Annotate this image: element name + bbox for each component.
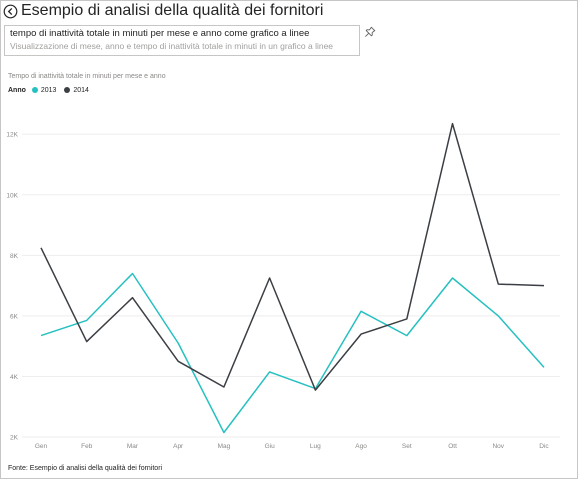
back-arrow-icon[interactable] bbox=[3, 4, 18, 19]
data-point-2014[interactable] bbox=[542, 283, 546, 287]
data-point-2014[interactable] bbox=[405, 317, 409, 321]
data-point-2014[interactable] bbox=[85, 339, 89, 343]
data-point-2014[interactable] bbox=[130, 296, 134, 300]
data-point-2014[interactable] bbox=[39, 246, 43, 250]
y-tick-label: 2K bbox=[10, 435, 19, 442]
qa-input-box[interactable]: tempo di inattività totale in minuti per… bbox=[4, 25, 360, 56]
qa-query-text[interactable]: tempo di inattività totale in minuti per… bbox=[10, 28, 310, 39]
legend-label-2013: 2013 bbox=[40, 87, 57, 94]
x-tick-label: Nov bbox=[492, 443, 504, 450]
data-point-2013[interactable] bbox=[39, 333, 43, 337]
data-point-2013[interactable] bbox=[496, 314, 500, 318]
data-point-2014[interactable] bbox=[359, 332, 363, 336]
x-tick-label: Lug bbox=[310, 443, 321, 450]
data-point-2013[interactable] bbox=[405, 333, 409, 337]
series-line-2014[interactable] bbox=[40, 122, 545, 391]
legend-title: Anno bbox=[8, 87, 26, 94]
data-point-2013[interactable] bbox=[85, 318, 89, 322]
series-line-2013[interactable] bbox=[40, 272, 545, 434]
x-tick-label: Set bbox=[402, 443, 412, 450]
y-tick-label: 4K bbox=[10, 374, 19, 381]
y-tick-label: 8K bbox=[10, 253, 19, 260]
data-point-2013[interactable] bbox=[450, 276, 454, 280]
x-tick-label: Gen bbox=[35, 443, 48, 450]
source-footer: Fonte: Esempio di analisi della qualità … bbox=[8, 465, 163, 472]
data-point-2014[interactable] bbox=[222, 385, 226, 389]
data-point-2013[interactable] bbox=[176, 341, 180, 345]
data-point-2013[interactable] bbox=[267, 370, 271, 374]
x-tick-label: Feb bbox=[81, 443, 93, 450]
y-tick-label: 6K bbox=[10, 313, 19, 320]
data-point-2014[interactable] bbox=[450, 121, 454, 125]
legend-marker-2014 bbox=[64, 86, 71, 93]
page-header: Esempio di analisi della qualità dei for… bbox=[0, 0, 578, 24]
legend-label-2014: 2014 bbox=[73, 87, 89, 94]
qa-restatement-text: Visualizzazione di mese, anno e tempo di… bbox=[10, 41, 334, 51]
x-tick-label: Mag bbox=[218, 443, 231, 450]
data-point-2014[interactable] bbox=[496, 282, 500, 286]
line-chart[interactable]: 2K 4K 6K 8K 10K 12K Gen Feb Mar Apr Mag Giu Lug Ago Se… bbox=[0, 100, 578, 458]
data-point-2013[interactable] bbox=[359, 309, 363, 313]
data-point-2013[interactable] bbox=[542, 365, 546, 369]
y-tick-label: 10K bbox=[6, 192, 18, 199]
legend-item-2013[interactable]: 2013 bbox=[31, 86, 57, 96]
x-tick-label: Mar bbox=[127, 443, 139, 450]
x-tick-label: Dic bbox=[539, 443, 549, 450]
data-point-2013[interactable] bbox=[130, 271, 134, 275]
data-point-2014[interactable] bbox=[267, 276, 271, 280]
chart-legend: Anno 2013 2014 bbox=[8, 86, 95, 96]
data-point-2014[interactable] bbox=[176, 359, 180, 363]
x-tick-label: Apr bbox=[173, 443, 184, 450]
pin-icon[interactable] bbox=[364, 26, 376, 38]
page-title: Esempio di analisi della qualità dei for… bbox=[21, 2, 324, 19]
x-tick-label: Giu bbox=[265, 443, 276, 450]
data-point-2014[interactable] bbox=[313, 388, 317, 392]
x-tick-label: Ago bbox=[355, 443, 367, 450]
y-tick-label: 12K bbox=[6, 132, 18, 139]
data-point-2013[interactable] bbox=[222, 430, 226, 434]
legend-marker-2013 bbox=[31, 86, 38, 93]
x-tick-label: Ott bbox=[448, 443, 457, 450]
legend-item-2014[interactable]: 2014 bbox=[64, 86, 89, 96]
chart-title: Tempo di inattività totale in minuti per… bbox=[8, 73, 166, 80]
